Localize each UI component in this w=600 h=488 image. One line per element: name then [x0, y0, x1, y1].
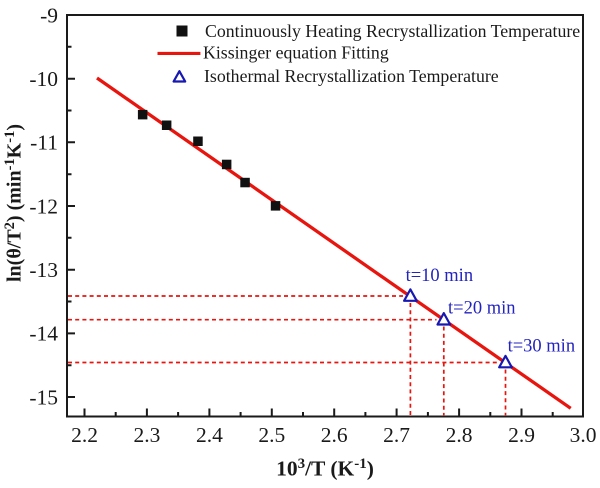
svg-text:Continuously Heating Recrystal: Continuously Heating Recrystallization T… [205, 21, 580, 41]
svg-text:2.7: 2.7 [383, 423, 410, 447]
svg-text:Isothermal Recrystallization T: Isothermal Recrystallization Temperature [204, 66, 499, 86]
svg-text:t=30 min: t=30 min [508, 337, 575, 357]
svg-text:-15: -15 [29, 385, 58, 409]
svg-text:-14: -14 [29, 322, 58, 346]
svg-text:t=10 min: t=10 min [406, 266, 473, 286]
svg-text:2.2: 2.2 [71, 423, 98, 447]
svg-text:2.9: 2.9 [508, 423, 535, 447]
svg-text:2.5: 2.5 [258, 423, 285, 447]
svg-text:Kissinger equation Fitting: Kissinger equation Fitting [203, 42, 389, 62]
svg-text:2.3: 2.3 [133, 423, 160, 447]
svg-text:2.8: 2.8 [446, 423, 473, 447]
svg-text:-10: -10 [29, 67, 58, 91]
svg-text:2.4: 2.4 [196, 423, 223, 447]
svg-text:-11: -11 [30, 131, 58, 155]
svg-text:2.6: 2.6 [321, 423, 348, 447]
svg-text:-9: -9 [40, 3, 58, 27]
svg-text:ln(θ/T2) (min-1K-1): ln(θ/T2) (min-1K-1) [2, 124, 26, 282]
svg-text:-12: -12 [29, 194, 58, 218]
svg-text:3.0: 3.0 [570, 423, 597, 447]
svg-text:103/T (K-1): 103/T (K-1) [276, 456, 374, 481]
svg-text:t=20 min: t=20 min [448, 299, 515, 319]
svg-text:-13: -13 [29, 258, 58, 282]
